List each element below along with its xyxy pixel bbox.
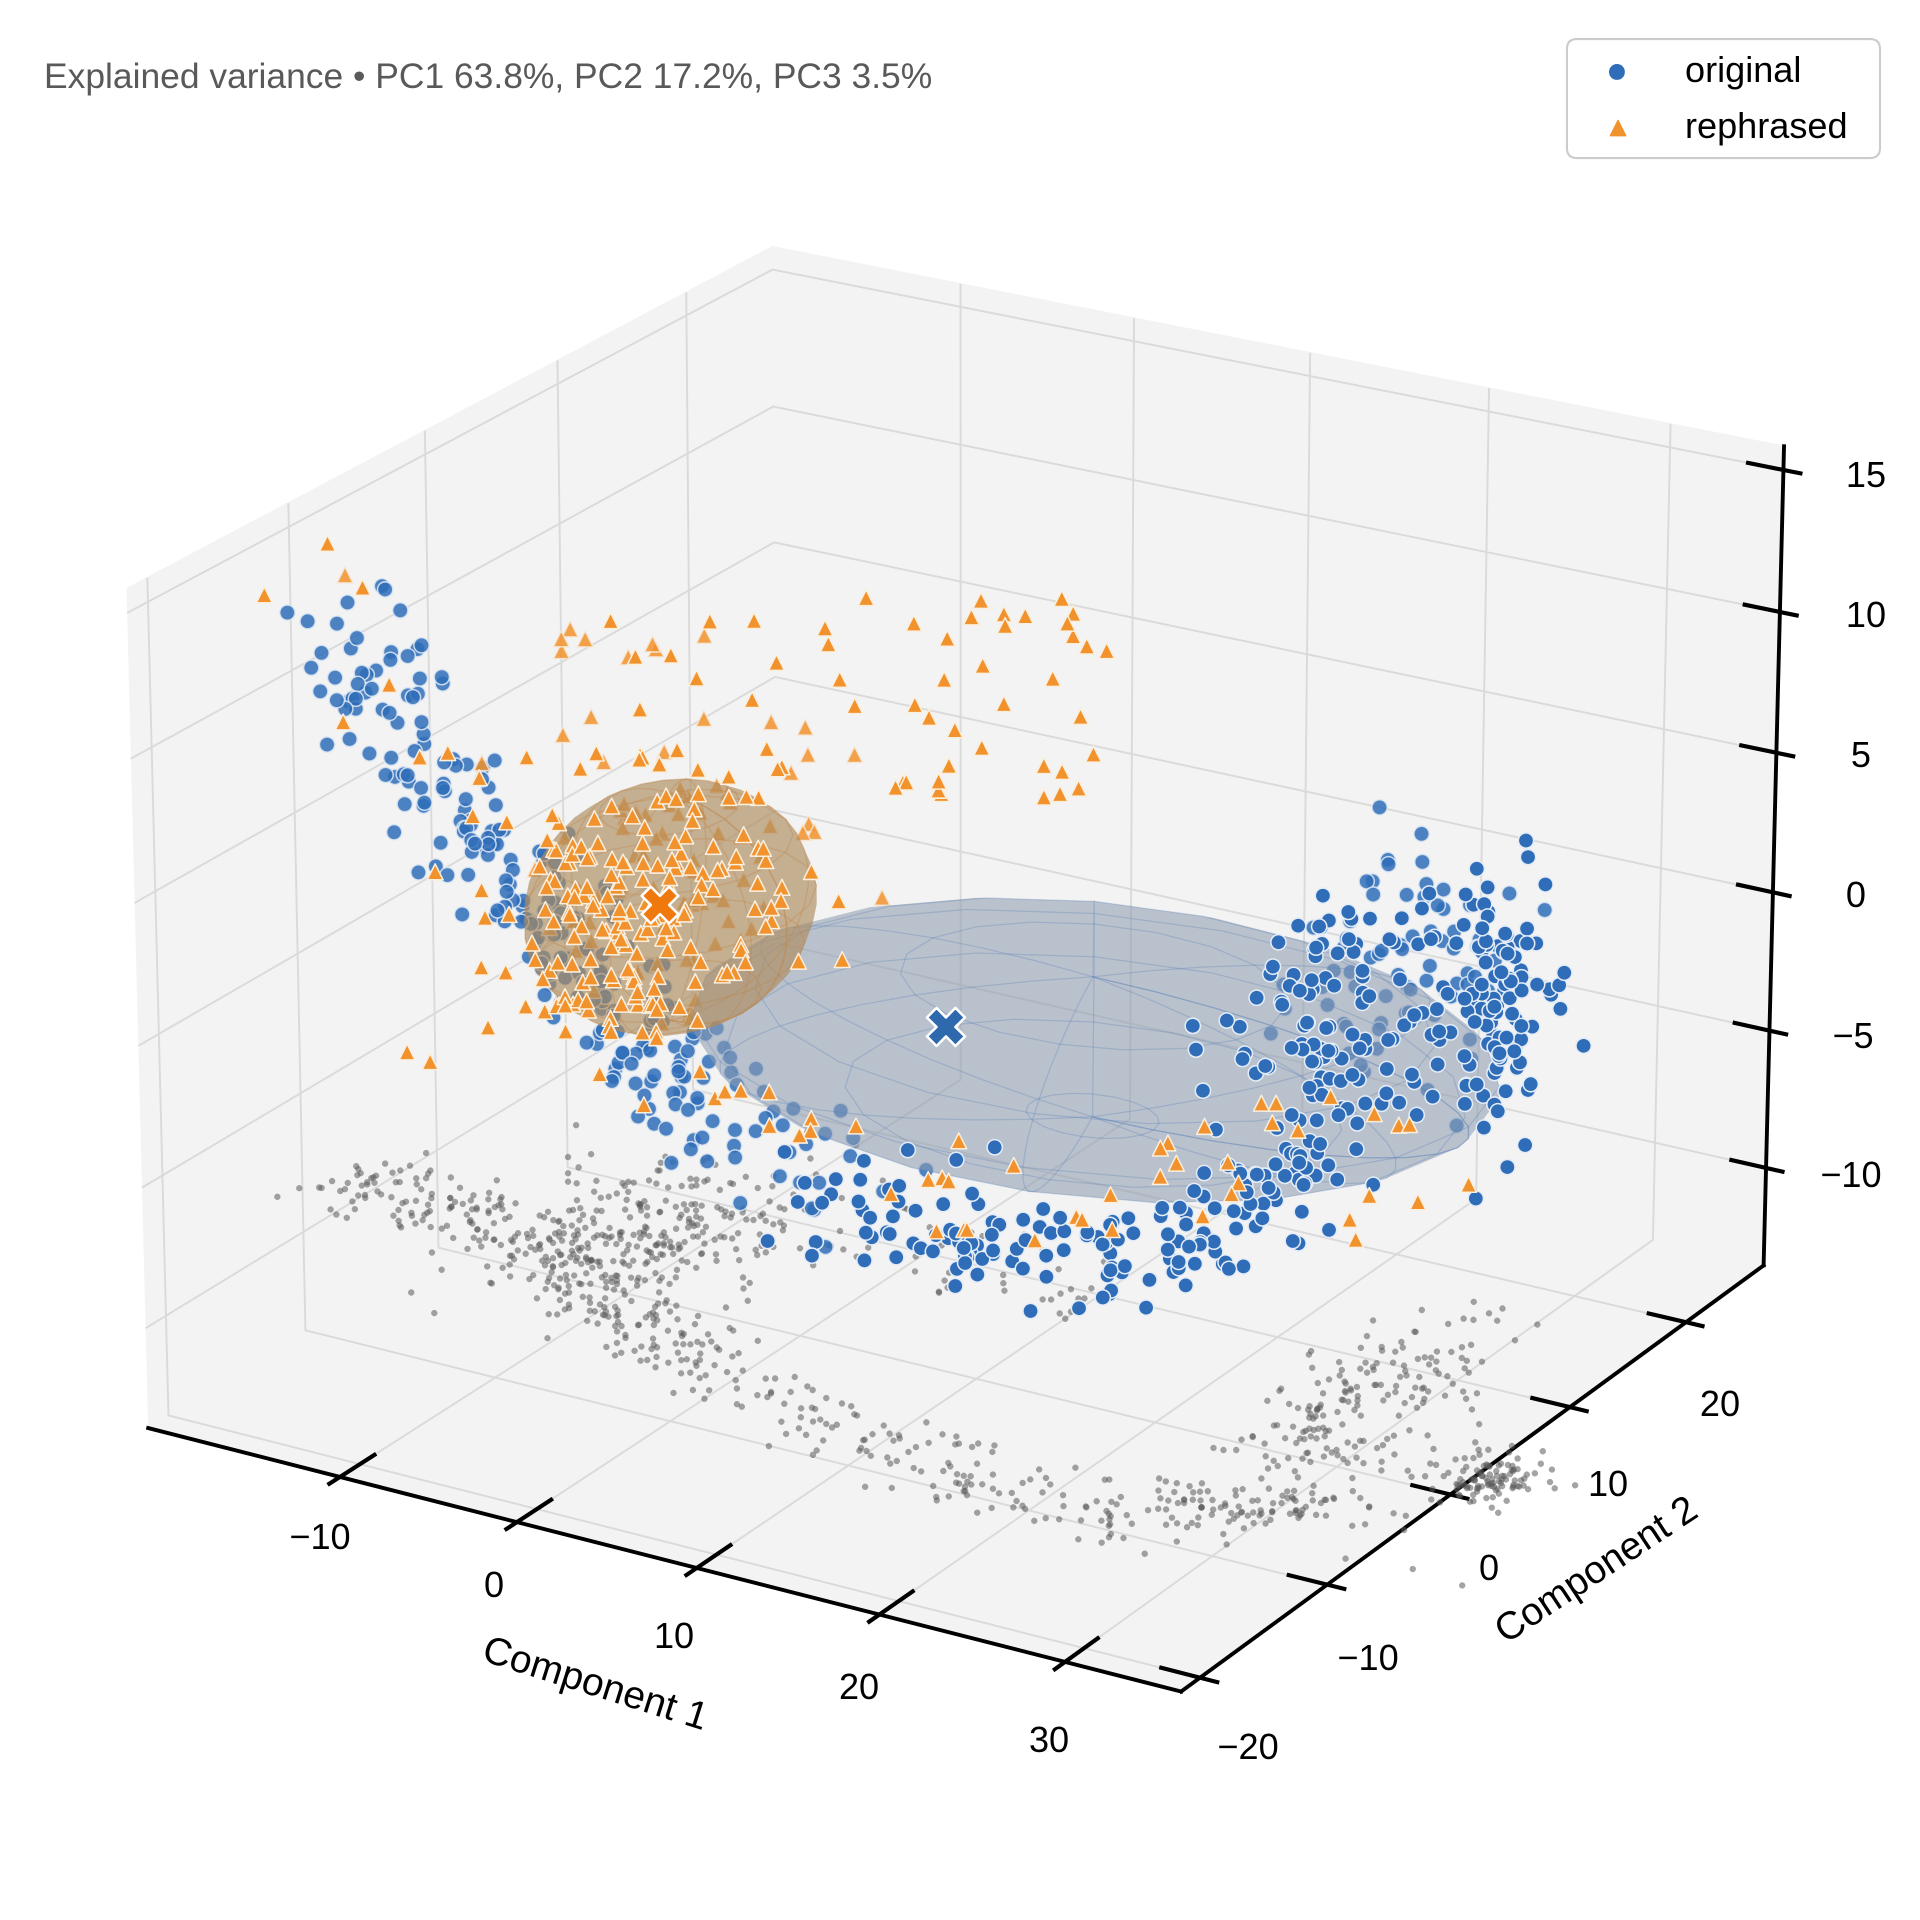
svg-text:original: original xyxy=(1685,49,1801,90)
svg-text:−5: −5 xyxy=(1832,1015,1873,1056)
svg-text:10: 10 xyxy=(654,1615,694,1656)
svg-text:−10: −10 xyxy=(289,1516,350,1557)
svg-text:Component 2: Component 2 xyxy=(1487,1487,1705,1652)
svg-text:Explained variance • PC1 63.8%: Explained variance • PC1 63.8%, PC2 17.2… xyxy=(44,56,932,96)
svg-text:−10: −10 xyxy=(1820,1154,1881,1195)
svg-text:0: 0 xyxy=(484,1564,504,1605)
svg-text:−10: −10 xyxy=(1337,1637,1398,1678)
svg-text:10: 10 xyxy=(1588,1463,1628,1504)
svg-text:0: 0 xyxy=(1846,874,1866,915)
svg-text:5: 5 xyxy=(1851,734,1871,775)
svg-text:0: 0 xyxy=(1479,1547,1499,1588)
svg-text:20: 20 xyxy=(839,1666,879,1707)
svg-text:30: 30 xyxy=(1029,1719,1069,1760)
svg-text:15: 15 xyxy=(1846,454,1886,495)
svg-text:−20: −20 xyxy=(1217,1726,1278,1767)
svg-text:10: 10 xyxy=(1846,594,1886,635)
svg-text:rephrased: rephrased xyxy=(1685,105,1848,146)
svg-text:20: 20 xyxy=(1700,1383,1740,1424)
